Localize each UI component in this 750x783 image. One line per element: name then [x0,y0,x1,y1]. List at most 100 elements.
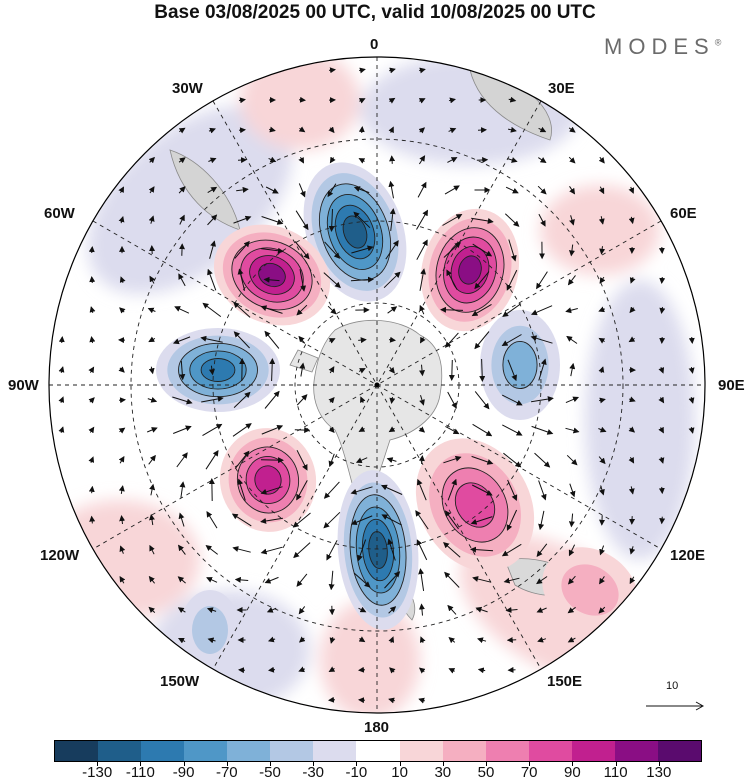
wind-arrow [446,269,458,290]
wind-arrow [440,306,464,313]
wind-arrow [298,636,306,643]
wind-arrow [234,576,249,583]
wind-arrow [659,276,666,284]
wind-arrow [88,456,95,463]
wind-arrow [505,186,519,194]
wind-arrow [88,246,95,254]
wind-arrow [296,449,308,471]
wind-arrow [351,245,374,254]
colorbar-tick-label: 70 [520,764,538,781]
wind-arrow [659,306,666,314]
reference-arrow-icon [646,701,705,711]
wind-arrow [415,510,429,530]
wind-arrow [471,455,494,465]
wind-arrow [567,606,576,614]
colorbar-tick-mark [442,762,444,766]
wind-arrow [567,275,576,286]
anomaly-contour [368,531,388,569]
wind-arrow [598,186,605,195]
wind-arrow [236,186,249,193]
wind-arrow [444,571,460,588]
wind-arrow [358,426,366,432]
wind-arrow [598,426,607,433]
wind-arrow [298,666,305,673]
anomaly-center-high [420,208,520,332]
wind-arrow [207,186,218,194]
wind-arrow [474,331,490,350]
wind-arrow [628,336,636,343]
colorbar-segment [571,741,615,761]
wind-arrow [208,127,216,134]
wind-arrow [420,336,426,344]
wind-arrow [418,568,425,591]
wind-arrow [178,544,186,555]
wind-arrow [323,481,340,499]
wind-arrow [88,366,95,374]
lon-label-120e: 120E [670,547,706,564]
wind-arrow [119,307,126,314]
wind-arrow [658,367,665,374]
wind-arrow [388,426,396,433]
wind-arrow [298,335,306,344]
wind-arrow [299,269,307,292]
wind-arrow [328,426,335,434]
wind-arrow [538,358,547,381]
wind-arrow [233,215,252,224]
wind-arrow [58,366,65,374]
map-border [48,56,706,714]
wind-arrow [688,396,695,404]
wind-arrow [178,186,186,194]
wind-arrow [688,366,695,374]
colorbar-tick-label: -130 [82,764,113,781]
wind-arrow [118,366,125,373]
wind-arrow [568,544,576,557]
colorbar-tick-mark [572,762,574,766]
colorbar-tick-mark [399,762,401,766]
wind-arrow [507,479,518,502]
wind-arrow [475,606,488,613]
wind-arrow [417,181,427,198]
wind-arrow [201,395,224,403]
wind-arrow [537,185,547,195]
wind-arrow [389,155,396,164]
wind-arrow [89,276,96,284]
wind-arrow [178,512,185,527]
wind-arrow [147,307,156,314]
wind-arrow [628,486,635,495]
colorbar-tick-label: -30 [302,764,325,781]
wind-arrow [324,241,341,259]
wind-arrow [202,302,222,318]
wind-arrow [358,666,366,673]
colorbar-segment [528,741,572,761]
wind-arrow [231,513,252,527]
wind-arrow [261,216,284,225]
wind-arrow [565,396,580,404]
wind-arrow [207,268,217,291]
wind-arrow [353,186,370,194]
wind-arrow [598,156,605,164]
wind-arrow [538,126,547,133]
wind-arrow [295,210,309,231]
wind-arrow [536,607,547,613]
colorbar-tick-label: 90 [564,764,581,781]
wind-arrow [205,544,219,555]
wind-arrow [388,697,396,704]
colorbar-segment [657,741,701,761]
wind-arrow [448,127,457,134]
wind-arrow [448,97,456,104]
lon-label-60e: 60E [670,205,697,222]
wind-arrow [477,667,486,674]
wind-arrow [474,271,490,290]
wind-arrow [448,668,456,674]
anomaly-center-low [180,590,240,670]
wind-arrow [148,454,156,465]
wind-arrow [418,603,425,616]
wind-arrow [353,572,371,588]
wind-arrow [416,239,428,260]
wind-arrow [599,576,605,585]
wind-arrow [530,305,553,316]
wind-arrow [568,513,575,528]
wind-arrow [530,335,553,344]
wind-arrow [358,337,367,344]
wind-arrow [118,455,125,464]
